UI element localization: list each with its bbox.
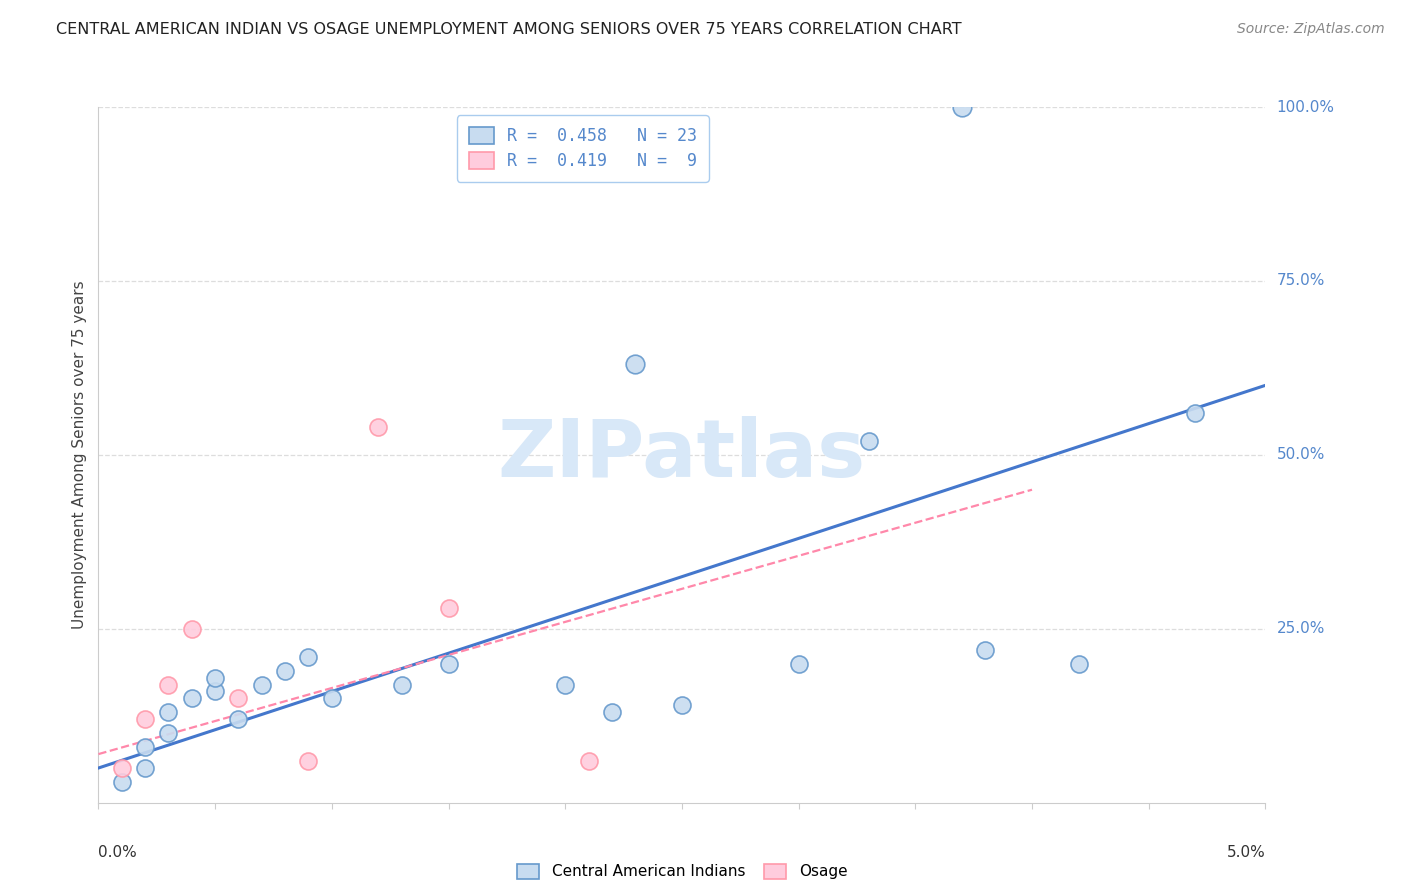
Text: 100.0%: 100.0% bbox=[1277, 100, 1334, 114]
Point bbox=[391, 677, 413, 691]
Point bbox=[321, 691, 343, 706]
Point bbox=[157, 726, 180, 740]
Point bbox=[134, 761, 156, 775]
Point bbox=[134, 740, 156, 755]
Point bbox=[157, 706, 180, 720]
Text: 0.0%: 0.0% bbox=[98, 845, 138, 860]
Point bbox=[554, 677, 576, 691]
Point bbox=[228, 712, 250, 726]
Point bbox=[180, 691, 202, 706]
Point bbox=[204, 684, 226, 698]
Point bbox=[367, 420, 389, 434]
Text: 50.0%: 50.0% bbox=[1277, 448, 1324, 462]
Point bbox=[228, 691, 250, 706]
Point bbox=[578, 754, 600, 768]
Point bbox=[134, 712, 156, 726]
Point bbox=[204, 671, 226, 685]
Point bbox=[974, 642, 997, 657]
Text: 75.0%: 75.0% bbox=[1277, 274, 1324, 288]
Point bbox=[437, 657, 460, 671]
Point bbox=[624, 358, 647, 372]
Legend: Central American Indians, Osage: Central American Indians, Osage bbox=[510, 857, 853, 886]
Point bbox=[787, 657, 810, 671]
Text: Source: ZipAtlas.com: Source: ZipAtlas.com bbox=[1237, 22, 1385, 37]
Point bbox=[1184, 406, 1206, 420]
Point bbox=[600, 706, 623, 720]
Point bbox=[250, 677, 273, 691]
Point bbox=[437, 601, 460, 615]
Point bbox=[274, 664, 297, 678]
Point bbox=[671, 698, 693, 713]
Text: 5.0%: 5.0% bbox=[1226, 845, 1265, 860]
Point bbox=[180, 622, 202, 636]
Point bbox=[1067, 657, 1090, 671]
Point bbox=[950, 100, 973, 114]
Point bbox=[111, 775, 134, 789]
Point bbox=[297, 754, 319, 768]
Text: 25.0%: 25.0% bbox=[1277, 622, 1324, 636]
Point bbox=[858, 434, 880, 448]
Point bbox=[297, 649, 319, 664]
Point bbox=[157, 677, 180, 691]
Point bbox=[111, 761, 134, 775]
Text: ZIPatlas: ZIPatlas bbox=[498, 416, 866, 494]
Text: CENTRAL AMERICAN INDIAN VS OSAGE UNEMPLOYMENT AMONG SENIORS OVER 75 YEARS CORREL: CENTRAL AMERICAN INDIAN VS OSAGE UNEMPLO… bbox=[56, 22, 962, 37]
Y-axis label: Unemployment Among Seniors over 75 years: Unemployment Among Seniors over 75 years bbox=[72, 281, 87, 629]
